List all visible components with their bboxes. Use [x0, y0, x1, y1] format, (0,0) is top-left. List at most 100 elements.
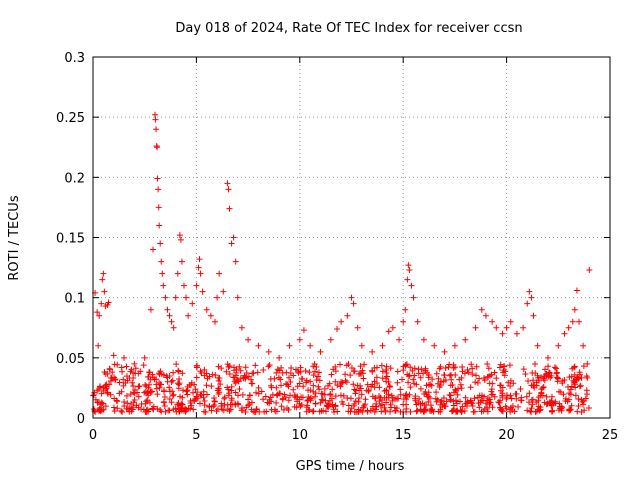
- data-point: [371, 378, 378, 385]
- data-point: [437, 363, 444, 370]
- data-point: [566, 407, 573, 414]
- data-point: [465, 369, 472, 376]
- data-point: [352, 390, 359, 397]
- data-point: [107, 391, 114, 398]
- data-point: [226, 363, 233, 370]
- data-point: [263, 408, 270, 415]
- data-point: [350, 381, 357, 388]
- data-point: [109, 369, 116, 376]
- data-point: [413, 408, 420, 415]
- data-point: [153, 385, 160, 392]
- data-point: [448, 408, 455, 415]
- data-point: [437, 379, 444, 386]
- data-point: [189, 300, 196, 307]
- data-point: [450, 398, 457, 405]
- data-point: [212, 372, 219, 379]
- data-point: [173, 361, 180, 368]
- data-point: [255, 384, 262, 391]
- data-point: [294, 368, 301, 375]
- data-point: [233, 369, 240, 376]
- data-point: [135, 370, 142, 377]
- data-point: [400, 363, 407, 370]
- y-axis-label: ROTI / TECUs: [7, 195, 22, 280]
- data-point: [326, 397, 333, 404]
- data-point: [98, 300, 105, 307]
- data-point: [369, 348, 376, 355]
- data-point: [428, 407, 435, 414]
- data-point: [469, 403, 476, 410]
- data-point: [403, 401, 410, 408]
- data-point: [491, 369, 498, 376]
- data-point: [246, 392, 253, 399]
- data-point: [469, 371, 476, 378]
- data-point: [481, 393, 488, 400]
- data-point: [373, 374, 380, 381]
- data-point: [552, 400, 559, 407]
- data-point: [453, 400, 460, 407]
- data-point: [220, 288, 227, 295]
- data-point: [496, 364, 503, 371]
- data-point: [413, 401, 420, 408]
- data-point: [484, 374, 491, 381]
- data-point: [338, 380, 345, 387]
- data-point: [100, 384, 107, 391]
- data-point: [454, 391, 461, 398]
- data-point: [135, 393, 142, 400]
- data-point: [586, 266, 593, 273]
- data-point: [385, 328, 392, 335]
- data-point: [429, 376, 436, 383]
- data-point: [195, 264, 202, 271]
- data-point: [528, 408, 535, 415]
- data-point: [545, 363, 552, 370]
- data-point: [175, 368, 182, 375]
- data-point: [296, 336, 303, 343]
- data-point: [228, 387, 235, 394]
- data-point: [378, 362, 385, 369]
- data-point: [166, 384, 173, 391]
- data-point: [165, 407, 172, 414]
- data-point: [196, 400, 203, 407]
- data-point: [452, 387, 459, 394]
- data-point: [342, 371, 349, 378]
- data-point: [515, 403, 522, 410]
- data-point: [130, 399, 137, 406]
- data-point: [389, 397, 396, 404]
- data-point: [176, 380, 183, 387]
- data-point: [376, 393, 383, 400]
- data-point: [371, 408, 378, 415]
- data-point: [495, 399, 502, 406]
- data-point: [194, 395, 201, 402]
- data-point: [160, 282, 167, 289]
- data-point: [226, 407, 233, 414]
- data-point: [287, 370, 294, 377]
- data-point: [344, 395, 351, 402]
- data-point: [446, 391, 453, 398]
- data-point: [175, 385, 182, 392]
- data-point: [539, 384, 546, 391]
- data-point: [312, 368, 319, 375]
- data-point: [321, 385, 328, 392]
- data-point: [155, 186, 162, 193]
- data-point: [379, 401, 386, 408]
- data-point: [147, 389, 154, 396]
- data-point: [535, 374, 542, 381]
- data-point: [166, 372, 173, 379]
- data-point: [471, 395, 478, 402]
- data-point: [489, 404, 496, 411]
- data-point: [193, 282, 200, 289]
- data-point: [440, 394, 447, 401]
- data-point: [95, 342, 102, 349]
- data-point: [149, 246, 156, 253]
- data-point: [452, 386, 459, 393]
- data-point: [120, 376, 127, 383]
- data-point: [474, 379, 481, 386]
- data-point: [175, 367, 182, 374]
- data-point: [156, 370, 163, 377]
- data-point: [431, 342, 438, 349]
- data-point: [118, 407, 125, 414]
- data-point: [174, 270, 181, 277]
- data-point: [435, 375, 442, 382]
- x-axis-label: GPS time / hours: [296, 459, 405, 474]
- data-point: [273, 369, 280, 376]
- data-point: [499, 390, 506, 397]
